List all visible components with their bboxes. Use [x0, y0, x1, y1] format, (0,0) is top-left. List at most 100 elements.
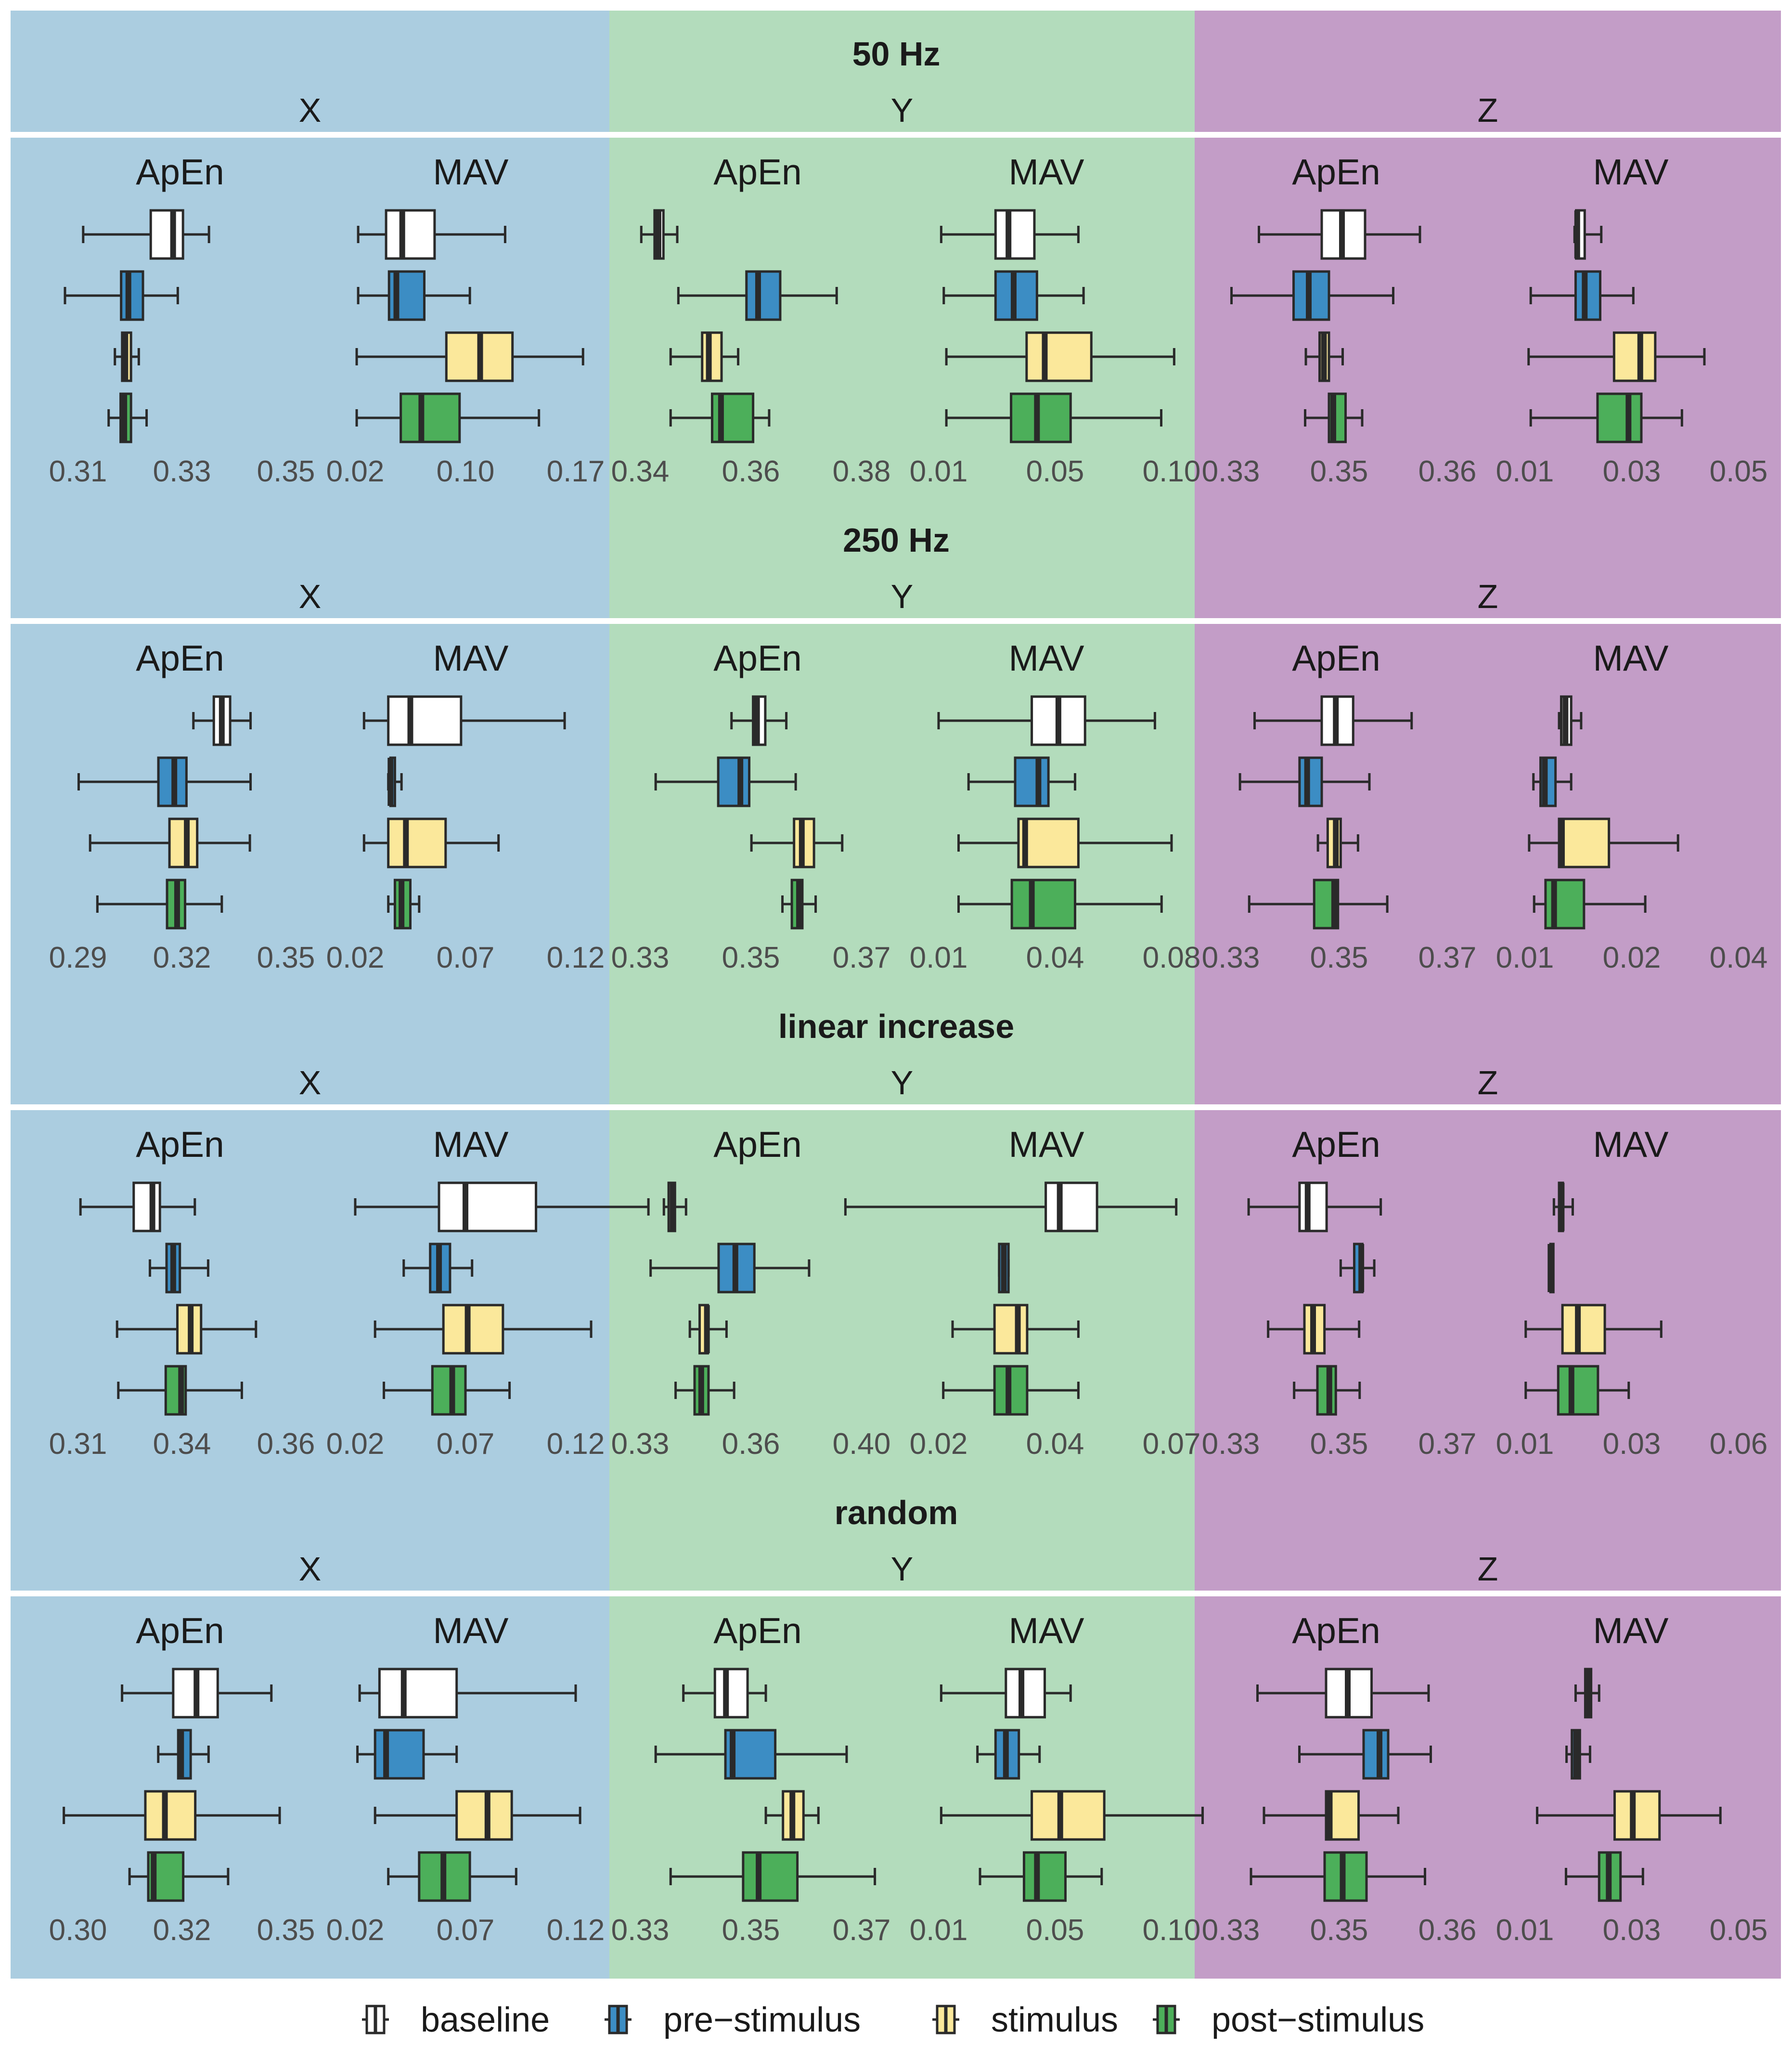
tick-label: 0.37: [833, 941, 891, 974]
box-body: [1005, 1668, 1046, 1719]
tick-label: 0.33: [611, 1914, 670, 1947]
condition-title: 250 Hz: [843, 521, 950, 559]
subplot-y-mav: MAV 0.02 0.04 0.07: [844, 1124, 1200, 1461]
box-body: [1557, 1365, 1599, 1416]
box-pre-stimulus: [1547, 1243, 1555, 1294]
header-separator: [11, 618, 1781, 624]
subplot-x-apen: ApEn 0.31 0.33 0.35: [49, 152, 315, 488]
box-pre-stimulus: [1238, 756, 1371, 807]
metric-label: MAV: [433, 1610, 509, 1651]
box-stimulus: [1527, 331, 1706, 382]
box-body: [742, 1851, 799, 1902]
axis-label-z: Z: [1478, 1550, 1498, 1588]
tick-label: 0.03: [1603, 455, 1661, 488]
box-baseline: [937, 695, 1156, 746]
header-separator: [11, 1591, 1781, 1596]
tick-label: 0.05: [1026, 455, 1084, 488]
box-body: [387, 695, 463, 746]
subplot-z-apen: ApEn 0.33 0.35 0.36: [1202, 152, 1477, 488]
box-stimulus: [1267, 1304, 1361, 1355]
box-post-stimulus: [1248, 879, 1389, 930]
box-pre-stimulus: [157, 1729, 210, 1780]
tick-label: 0.31: [49, 1427, 107, 1461]
box-post-stimulus: [128, 1851, 230, 1902]
box-body: [1010, 879, 1076, 930]
tick-label: 0.03: [1603, 1427, 1661, 1461]
box-stimulus: [89, 817, 251, 868]
column-background-z: [1195, 11, 1781, 1979]
box-post-stimulus: [387, 879, 421, 930]
tick-label: 0.36: [257, 1427, 315, 1461]
metric-label: MAV: [1009, 638, 1084, 678]
box-pre-stimulus: [402, 1243, 474, 1294]
box-pre-stimulus: [1532, 756, 1573, 807]
box-stimulus: [374, 1304, 593, 1355]
box-baseline: [1552, 1181, 1574, 1232]
box-pre-stimulus: [1230, 270, 1394, 321]
box-body: [132, 1181, 161, 1232]
box-body: [994, 209, 1036, 260]
box-baseline: [358, 1668, 577, 1719]
box-body: [1010, 392, 1072, 443]
tick-label: 0.10: [437, 455, 495, 488]
subplot-x-mav: MAV 0.02 0.07 0.12: [326, 1124, 650, 1461]
metric-label: ApEn: [1292, 638, 1380, 678]
legend-label: baseline: [421, 2001, 550, 2039]
metric-label: MAV: [1009, 152, 1084, 192]
tick-label: 0.35: [1310, 1427, 1368, 1461]
subplot-z-apen: ApEn 0.33 0.35 0.37: [1202, 638, 1477, 974]
condition-title: 50 Hz: [852, 35, 941, 73]
subplot-y-apen: ApEn 0.33 0.35 0.37: [611, 638, 891, 974]
subplot-z-mav: MAV 0.01 0.03 0.05: [1496, 1610, 1768, 1947]
box-body: [1031, 1790, 1106, 1841]
metric-label: ApEn: [1292, 152, 1380, 192]
box-body: [1298, 756, 1323, 807]
box-body: [1044, 1181, 1098, 1232]
tick-label: 0.05: [1026, 1914, 1084, 1947]
tick-label: 0.17: [547, 455, 605, 488]
box-pre-stimulus: [1529, 270, 1635, 321]
tick-label: 0.32: [153, 1914, 211, 1947]
box-body: [374, 1729, 425, 1780]
box-body: [745, 270, 782, 321]
box-pre-stimulus: [357, 270, 471, 321]
box-body: [717, 756, 751, 807]
box-post-stimulus: [96, 879, 223, 930]
axis-label-y: Y: [891, 578, 914, 615]
subplot-y-mav: MAV 0.01 0.04 0.08: [910, 638, 1201, 974]
box-body: [442, 1304, 504, 1355]
box-post-stimulus: [1250, 1851, 1426, 1902]
box-pre-stimulus: [148, 1243, 209, 1294]
axis-label-x: X: [299, 1064, 322, 1101]
box-baseline: [121, 1668, 273, 1719]
box-post-stimulus: [1564, 1851, 1644, 1902]
box-baseline: [1574, 1668, 1600, 1719]
tick-label: 0.01: [1496, 1914, 1554, 1947]
tick-label: 0.29: [49, 941, 107, 974]
tick-label: 0.06: [1710, 1427, 1768, 1461]
tick-label: 0.40: [833, 1427, 891, 1461]
box-body: [1613, 1790, 1661, 1841]
box-baseline: [362, 695, 566, 746]
box-post-stimulus: [942, 1365, 1080, 1416]
box-post-stimulus: [669, 392, 771, 443]
axis-label-y: Y: [891, 1550, 914, 1588]
axis-label-y: Y: [891, 1064, 914, 1101]
tick-label: 0.10: [1143, 455, 1201, 488]
box-stimulus: [1263, 1790, 1400, 1841]
box-baseline: [730, 695, 788, 746]
tick-label: 0.34: [611, 455, 670, 488]
subplot-y-apen: ApEn 0.33 0.36 0.40: [611, 1124, 891, 1461]
metric-label: ApEn: [713, 1610, 801, 1651]
condition-title: linear increase: [778, 1008, 1014, 1045]
legend-label: pre−stimulus: [663, 2001, 861, 2039]
box-post-stimulus: [1524, 1365, 1630, 1416]
tick-label: 0.01: [1496, 455, 1554, 488]
metric-label: ApEn: [136, 152, 224, 192]
box-baseline: [1256, 1668, 1430, 1719]
box-pre-stimulus: [1565, 1729, 1591, 1780]
box-stimulus: [750, 817, 844, 868]
header-separator: [11, 132, 1781, 138]
tick-label: 0.35: [1310, 941, 1368, 974]
